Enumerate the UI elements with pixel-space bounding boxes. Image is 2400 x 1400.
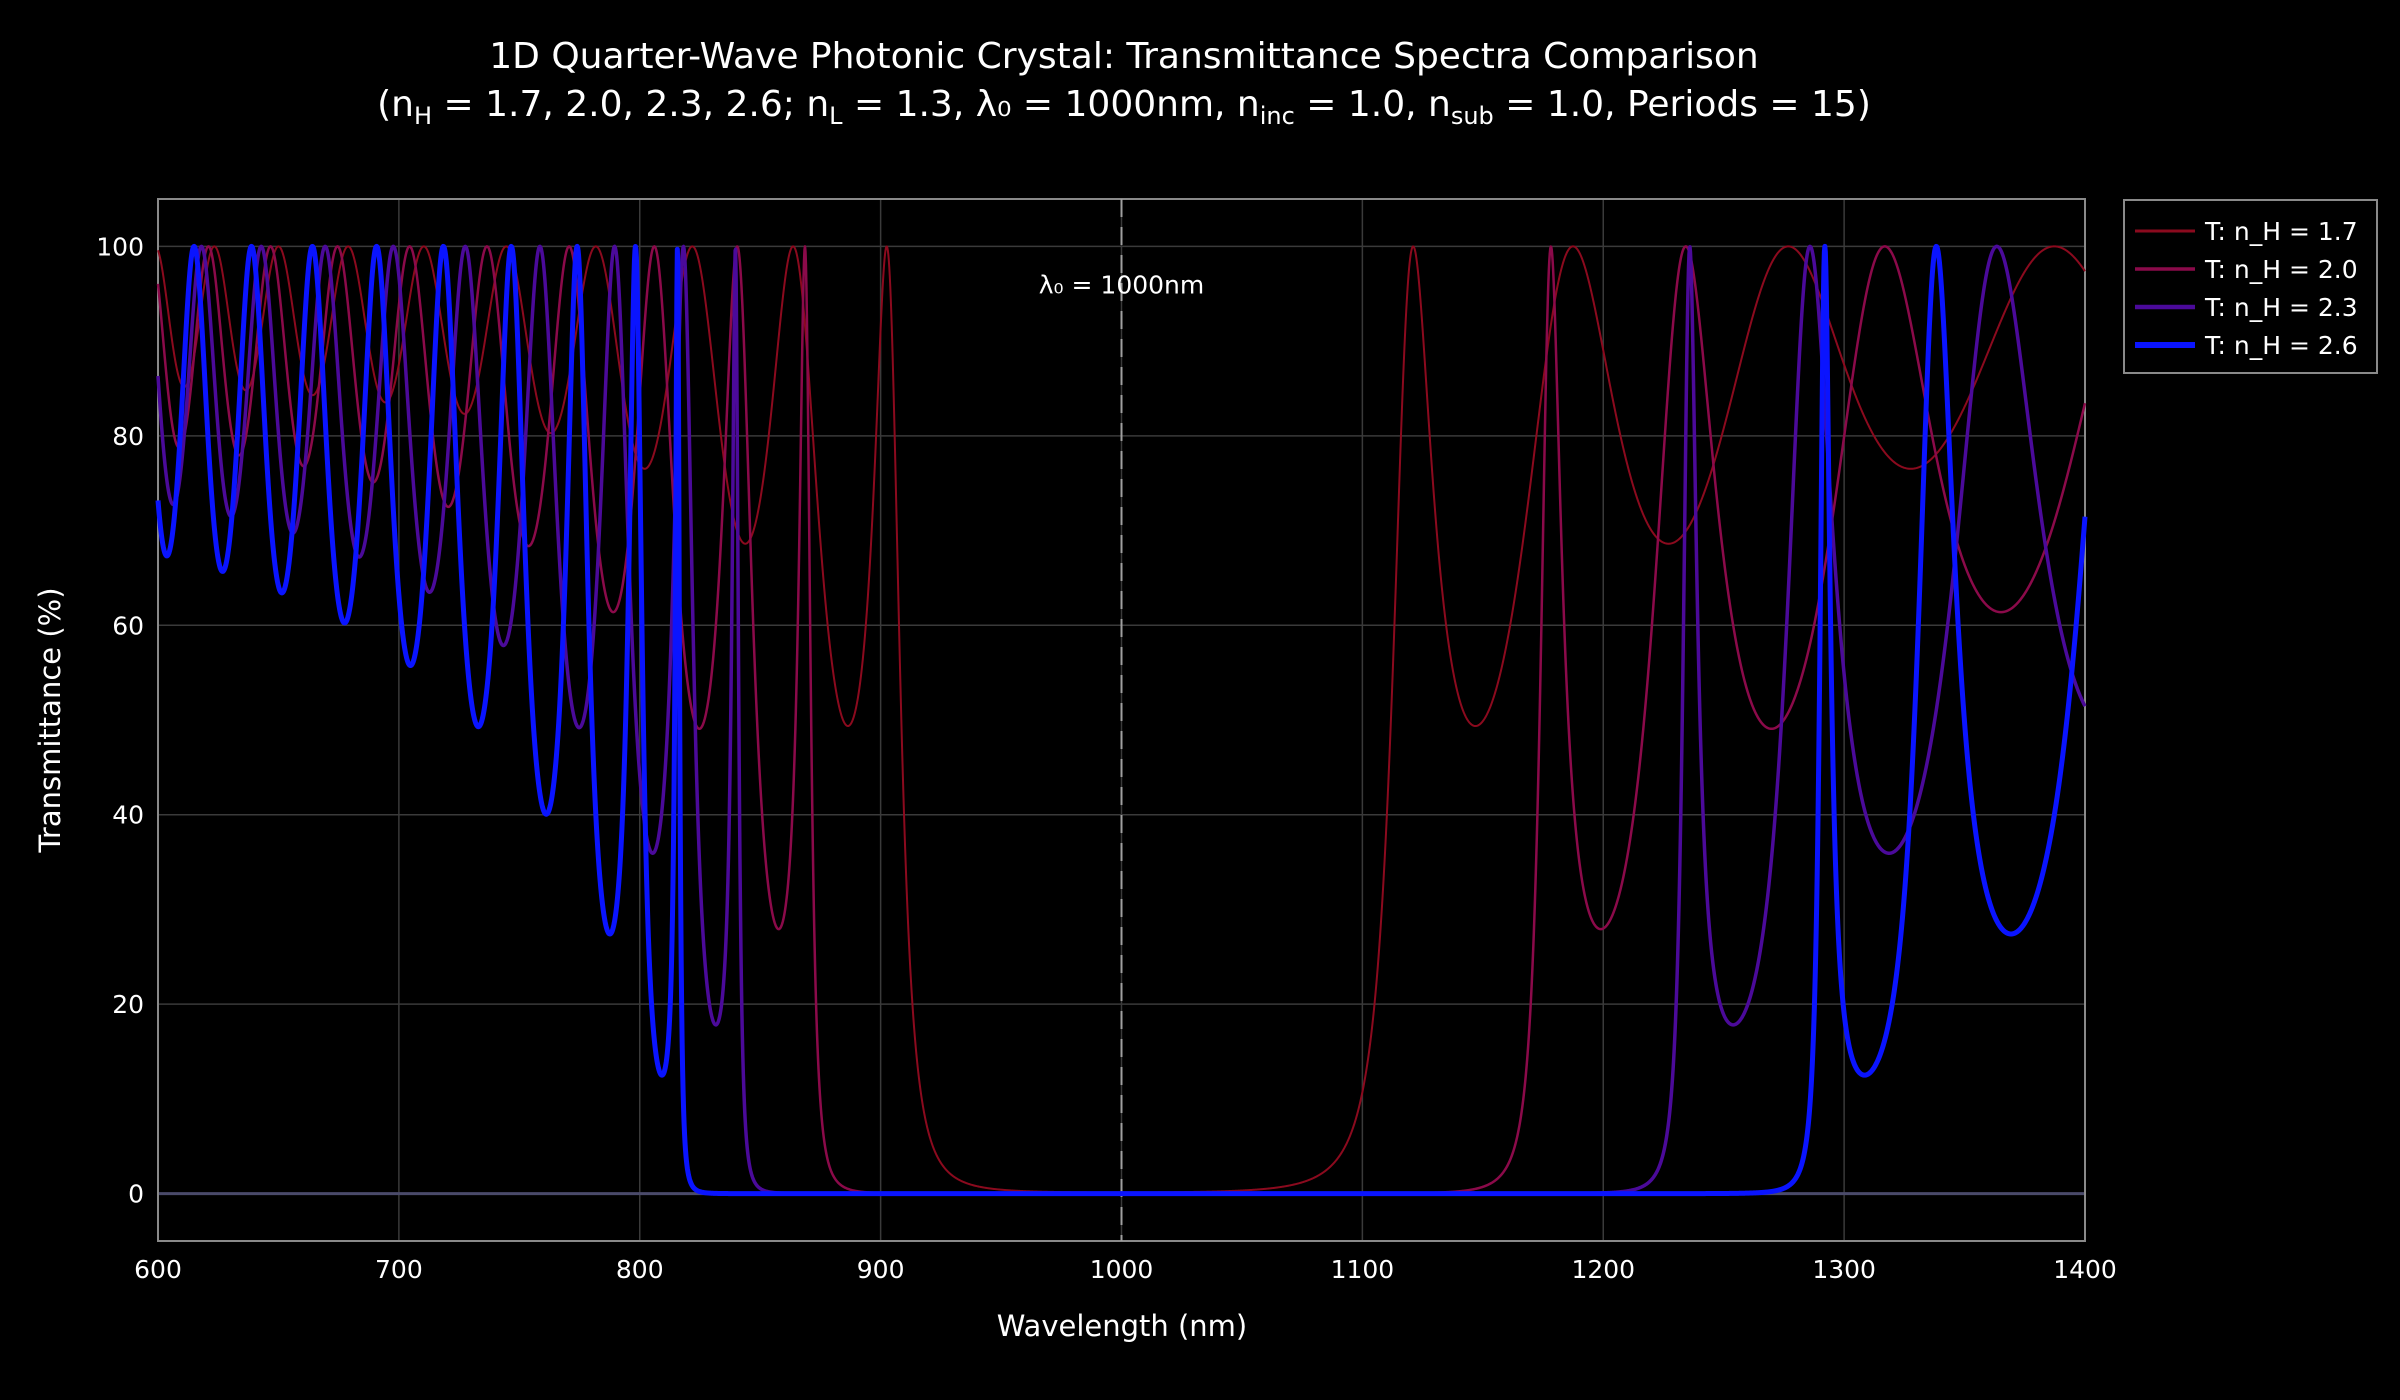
legend-label: T: n_H = 1.7 xyxy=(2204,217,2358,246)
y-tick-label: 20 xyxy=(112,990,144,1019)
x-tick-label: 1400 xyxy=(2053,1255,2117,1284)
y-axis-title: Transmittance (%) xyxy=(33,587,67,853)
x-tick-label: 1000 xyxy=(1090,1255,1154,1284)
x-tick-label: 1200 xyxy=(1571,1255,1635,1284)
x-axis-title: Wavelength (nm) xyxy=(997,1309,1248,1343)
chart-title: 1D Quarter-Wave Photonic Crystal: Transm… xyxy=(489,36,1758,77)
y-tick-label: 80 xyxy=(112,422,144,451)
legend: T: n_H = 1.7 T: n_H = 2.0 T: n_H = 2.3 T: n… xyxy=(2123,199,2378,374)
y-tick-label: 0 xyxy=(128,1180,144,1209)
series-layer xyxy=(155,243,2088,1197)
legend-label: T: n_H = 2.6 xyxy=(2204,331,2358,360)
legend-label: T: n_H = 2.3 xyxy=(2204,293,2358,322)
chart-subtitle: (nH = 1.7, 2.0, 2.3, 2.6; nL = 1.3, λ₀ =… xyxy=(377,84,1871,130)
legend-label: T: n_H = 2.0 xyxy=(2204,255,2358,284)
x-tick-label: 900 xyxy=(857,1255,905,1284)
y-tick-label: 60 xyxy=(112,611,144,640)
x-tick-label: 600 xyxy=(134,1255,182,1284)
tick-labels: 600 700 800 900 1000 1100 1200 1300 1400 0 20 40 60 8… xyxy=(96,232,2117,1284)
x-tick-label: 800 xyxy=(616,1255,664,1284)
y-tick-label: 40 xyxy=(112,801,144,830)
lambda0-annotation: λ₀ = 1000nm xyxy=(1039,271,1204,300)
series-line-nh-2-6 xyxy=(155,243,2088,1197)
x-tick-label: 700 xyxy=(375,1255,423,1284)
y-tick-label: 100 xyxy=(96,232,144,261)
x-tick-label: 1300 xyxy=(1812,1255,1876,1284)
x-tick-label: 1100 xyxy=(1331,1255,1395,1284)
